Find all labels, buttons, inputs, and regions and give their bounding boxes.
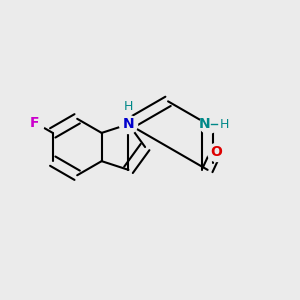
- Text: N: N: [123, 117, 134, 131]
- Text: O: O: [210, 146, 222, 159]
- Text: N: N: [199, 117, 211, 131]
- Text: F: F: [30, 116, 40, 130]
- Text: H: H: [124, 100, 133, 113]
- Text: H: H: [219, 118, 229, 131]
